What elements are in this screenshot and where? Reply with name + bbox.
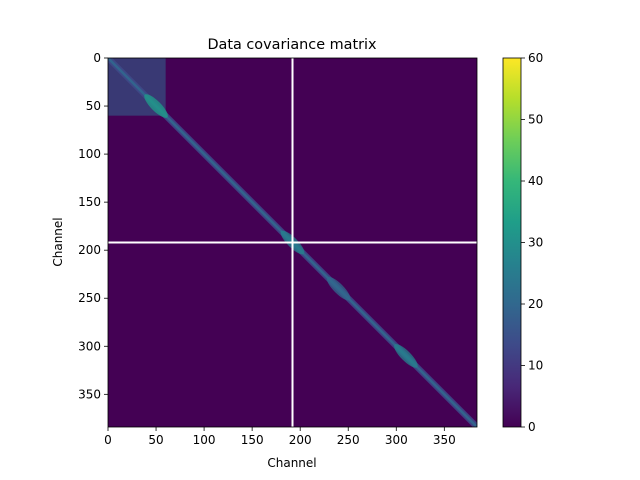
diagonal-peak <box>326 276 351 301</box>
x-tick-label: 150 <box>241 433 264 447</box>
y-tick-label: 100 <box>78 147 101 161</box>
colorbar-tick-label: 10 <box>528 359 543 373</box>
y-tick-label: 200 <box>78 243 101 257</box>
diagonal-peak <box>394 344 418 368</box>
colorbar: 0 10 20 30 40 50 60 <box>502 51 543 434</box>
colorbar-tick-label: 60 <box>528 51 543 65</box>
colorbar-gradient <box>502 57 522 428</box>
chart-title: Data covariance matrix <box>207 37 377 53</box>
y-tick-label: 350 <box>78 387 101 401</box>
y-tick-label: 300 <box>78 339 101 353</box>
plot-frame <box>107 57 478 428</box>
x-tick-label: 200 <box>289 433 312 447</box>
y-axis-label: Channel <box>51 217 65 266</box>
x-tick-label: 350 <box>433 433 456 447</box>
y-tick-label: 150 <box>78 195 101 209</box>
x-axis-label: Channel <box>267 456 316 470</box>
x-tick-label: 100 <box>193 433 216 447</box>
colorbar-tick-label: 20 <box>528 297 543 311</box>
y-tick-label: 50 <box>86 99 101 113</box>
colorbar-tick-label: 50 <box>528 113 543 127</box>
diagonal-peak <box>144 94 168 118</box>
y-tick-label: 250 <box>78 291 101 305</box>
x-tick-label: 300 <box>385 433 408 447</box>
y-axis: 0 50 100 150 200 250 300 350 <box>78 51 108 401</box>
x-tick-label: 0 <box>104 433 112 447</box>
x-tick-label: 250 <box>337 433 360 447</box>
colorbar-tick-label: 40 <box>528 174 543 188</box>
heatmap-area <box>107 57 478 428</box>
x-tick-label: 50 <box>148 433 163 447</box>
x-axis: 0 50 100 150 200 250 300 350 <box>104 427 456 447</box>
y-tick-label: 0 <box>93 51 101 65</box>
colorbar-tick-label: 30 <box>528 236 543 250</box>
colorbar-tick-label: 0 <box>528 420 536 434</box>
